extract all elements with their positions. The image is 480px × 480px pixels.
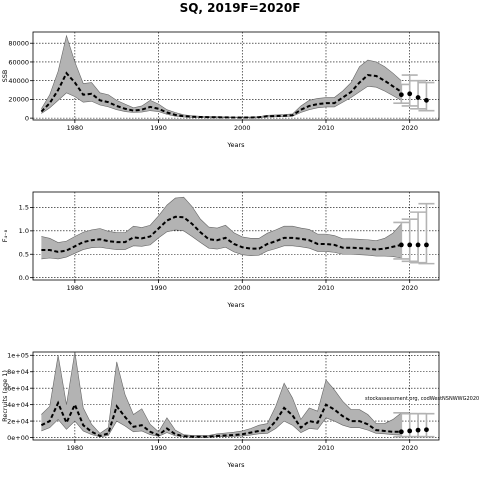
y-tick-label: 0.5 [19,251,29,259]
x-tick-label: 2010 [318,284,335,292]
x-axis-label: Years [226,301,245,309]
y-tick-label: 80000 [8,40,29,48]
x-axis-label: Years [226,141,245,149]
forecast-point [415,427,421,433]
forecast-point [398,92,404,98]
y-tick-label: 0 [25,114,29,122]
x-axis-label: Years [226,461,245,469]
x-tick-label: 2020 [401,284,418,292]
forecast-point [424,242,429,248]
x-tick-label: 2020 [401,444,418,452]
estimate-line [40,400,402,438]
y-tick-label: 8e+04 [7,368,29,376]
forecast-point [398,429,404,435]
watermark-text: stockassessment.org, codWestNSNWWG2020 [365,396,479,402]
panel-ssb: 1980 1990 2000 2010 2020 0 20000 40000 60000 8000… [1,31,440,149]
panel-recruits: 1980 1990 2000 2010 2020 0e+00 2e+04 4e+04 6e+04… [1,351,440,469]
forecast-point [415,242,421,248]
forecast-point [398,242,404,248]
forecast-point [415,95,421,100]
panel-f: 1980 1990 2000 2010 2020 0.0 0.5 1.0 1.5 Years F₄₋… [1,191,440,309]
forecast-point [424,427,429,433]
x-tick-label: 1980 [67,284,84,292]
lower-bound-line [41,229,402,260]
estimate-line [40,71,402,119]
y-tick-label: 0.0 [19,274,29,282]
x-tick-label: 2010 [318,124,335,132]
x-tick-label: 2020 [401,124,418,132]
y-tick-label: 2e+04 [7,417,29,425]
y-tick-label: 60000 [8,58,29,66]
y-tick-label: 6e+04 [7,384,29,392]
x-tick-label: 2000 [234,124,251,132]
y-tick-label: 20000 [8,96,29,104]
confidence-band [41,197,402,259]
y-axis-label: SSB [1,70,9,83]
confidence-band [41,352,402,438]
plot-frame [32,351,440,441]
y-axis-label: F₄₋₈ [1,229,9,242]
y-tick-label: 0e+00 [7,434,29,442]
x-tick-label: 2010 [318,444,335,452]
x-tick-label: 2000 [234,284,251,292]
y-tick-label: 1.5 [19,204,29,212]
x-tick-label: 2000 [234,444,251,452]
figure-title: SQ, 2019F=2020F [180,1,301,15]
forecast-point [407,428,413,434]
estimate-line [41,215,402,253]
upper-bound-line [41,196,402,243]
y-tick-label: 4e+04 [7,401,29,409]
forecast-point [424,97,429,103]
x-tick-label: 1990 [150,284,167,292]
plot-frame [32,31,440,121]
x-tick-label: 1980 [67,124,84,132]
x-tick-label: 1990 [150,444,167,452]
x-tick-label: 1980 [67,444,84,452]
panels: 1980 1990 2000 2010 2020 0 20000 40000 60000 8000… [1,31,440,469]
x-tick-label: 1990 [150,124,167,132]
lower-bound-line [41,417,402,438]
plot-frame [32,191,440,281]
upper-bound-line [41,351,402,436]
y-tick-label: 1e+05 [7,352,29,360]
y-tick-label: 1.0 [19,227,29,235]
y-axis-label: Recruits (age 1) [1,370,9,422]
forecast-point [407,242,413,248]
forecast-point [407,91,413,97]
y-tick-label: 40000 [8,77,29,85]
